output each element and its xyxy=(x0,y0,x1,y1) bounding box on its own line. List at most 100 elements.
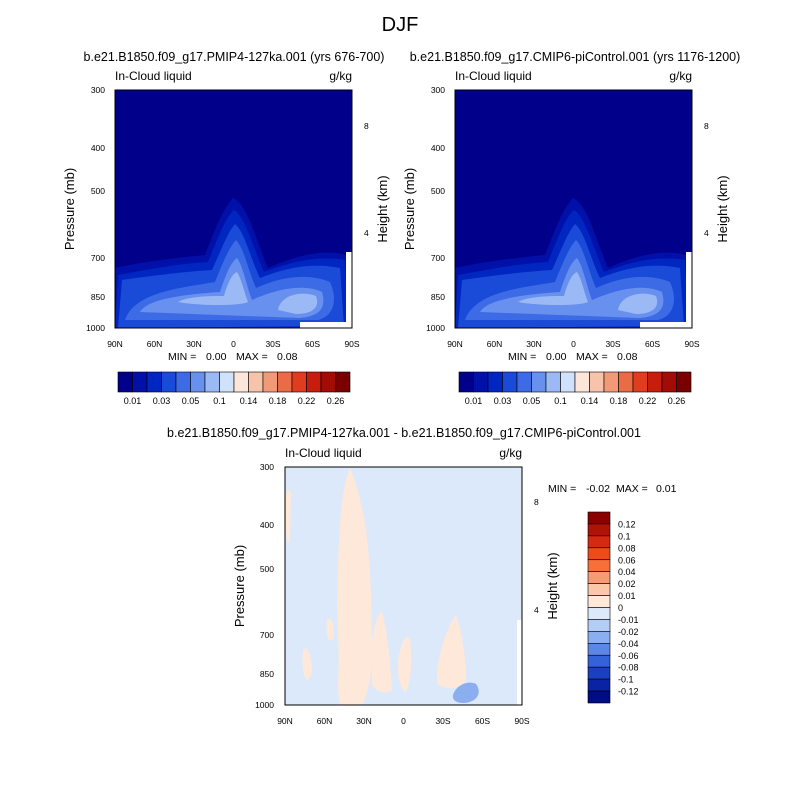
panel-2-colorbar: 0.01 0.03 0.05 0.1 0.14 0.18 0.22 0.26 xyxy=(458,371,692,406)
panel-2-colorbar-swatch xyxy=(589,371,605,393)
panel-2-colorbar-swatch xyxy=(647,371,663,393)
panel-1-plot xyxy=(114,89,353,329)
panel-1-colorbar-label: 0.14 xyxy=(240,396,258,406)
panel-3-colorbar-swatch xyxy=(587,607,611,620)
panel-1-x-tick-label: 60S xyxy=(305,339,320,349)
panel-3-colorbar-swatch xyxy=(587,690,611,704)
panel-3-colorbar-swatch xyxy=(587,583,611,596)
panel-3-colorbar-swatch xyxy=(587,666,611,680)
panel-2-colorbar-swatch xyxy=(487,371,503,393)
panel-3-colorbar-swatch xyxy=(587,631,611,644)
panel-3-colorbar-label: -0.06 xyxy=(618,651,639,661)
panel-2-axes: 90N 60N 30N 0 30S 60S 90S 300 400 500 70… xyxy=(426,85,709,349)
panel-2-min-value: 0.00 xyxy=(546,351,567,363)
panel-1-colorbar-swatch xyxy=(248,371,264,393)
panel-1-colorbar-swatch xyxy=(204,371,220,393)
panel-3-x-tick-label: 0 xyxy=(401,716,406,726)
panel-1-y-tick-label: 400 xyxy=(91,143,105,153)
panel-3-title: b.e21.B1850.f09_g17.PMIP4-127ka.001 - b.… xyxy=(167,426,641,440)
panel-1-y-tick-label: 300 xyxy=(91,85,105,95)
panel-3-min-value: -0.02 xyxy=(586,483,610,495)
panel-1-colorbar-label: 0.01 xyxy=(124,396,142,406)
panel-2-title: b.e21.B1850.f09_g17.CMIP6-piControl.001 … xyxy=(410,50,741,64)
panel-2-colorbar-swatch xyxy=(502,371,518,393)
panel-2-colorbar-swatch xyxy=(458,371,474,393)
panel-1-stats: MIN = 0.00 MAX = 0.08 xyxy=(168,351,298,363)
panel-3-ylabel: Pressure (mb) xyxy=(232,545,247,627)
panel-3: b.e21.B1850.f09_g17.PMIP4-127ka.001 - b.… xyxy=(167,426,677,726)
panel-1-colorbar-swatch xyxy=(175,371,191,393)
panel-1-y-tick-label: 700 xyxy=(91,253,105,263)
panel-3-min-label: MIN = xyxy=(548,483,576,495)
panel-2-x-tick-label: 90S xyxy=(684,339,699,349)
panel-2-stats: MIN = 0.00 MAX = 0.08 xyxy=(508,351,638,363)
panel-2-colorbar-swatch xyxy=(574,371,590,393)
panel-3-y-right-tick-label: 4 xyxy=(534,605,539,615)
panel-1-colorbar-label: 0.22 xyxy=(298,396,316,406)
panel-1-ylabel: Pressure (mb) xyxy=(62,168,77,250)
panel-3-colorbar-swatch xyxy=(587,511,611,525)
panel-3-colorbar-swatch xyxy=(587,571,611,584)
panel-3-colorbar-label: 0.08 xyxy=(618,543,636,553)
panel-2-y-right-tick-label: 4 xyxy=(704,228,709,238)
panel-3-y-right-tick-label: 8 xyxy=(534,497,539,507)
panel-1-x-tick-label: 60N xyxy=(147,339,163,349)
panel-3-colorbar-swatch xyxy=(587,523,611,537)
panel-3-colorbar-label: 0.01 xyxy=(618,591,636,601)
panel-2-max-label: MAX = xyxy=(576,351,608,363)
panel-2-x-tick-label: 60S xyxy=(645,339,660,349)
panel-2-x-tick-label: 0 xyxy=(571,339,576,349)
panel-1-left-label: In-Cloud liquid xyxy=(115,69,192,83)
panel-3-colorbar-label: 0.02 xyxy=(618,579,636,589)
panel-2-x-tick-label: 30S xyxy=(605,339,620,349)
panel-3-max-value: 0.01 xyxy=(656,483,677,495)
panel-1-colorbar-swatch xyxy=(190,371,206,393)
panel-3-y-tick-label: 850 xyxy=(260,669,274,679)
panel-1-min-value: 0.00 xyxy=(206,351,227,363)
panel-1-ylabel-right: Height (km) xyxy=(375,175,390,242)
panel-3-colorbar-label: -0.04 xyxy=(618,639,639,649)
panel-2-colorbar-swatch xyxy=(676,371,692,393)
panel-1-y-right-tick-label: 4 xyxy=(364,228,369,238)
panel-1-colorbar-swatch xyxy=(117,371,133,393)
panel-2-y-tick-label: 400 xyxy=(431,143,445,153)
panel-3-axes: 90N 60N 30N 0 30S 60S 90S 300 400 500 70… xyxy=(255,462,539,726)
panel-3-colorbar-label: 0.1 xyxy=(618,531,631,541)
panel-2-y-right-tick-label: 8 xyxy=(704,121,709,131)
panel-3-x-tick-label: 60S xyxy=(475,716,490,726)
panel-1-colorbar-swatch xyxy=(146,371,162,393)
panel-2-y-tick-label: 850 xyxy=(431,292,445,302)
panel-3-colorbar-label: -0.01 xyxy=(618,615,639,625)
panel-3-colorbar-swatch xyxy=(587,595,611,608)
panel-3-colorbar-swatch xyxy=(587,678,611,692)
panel-1-y-tick-label: 500 xyxy=(91,186,105,196)
panel-2-colorbar-label: 0.14 xyxy=(581,396,599,406)
panel-3-plot xyxy=(284,466,523,706)
panel-3-y-tick-label: 300 xyxy=(260,462,274,472)
panel-2-colorbar-label: 0.26 xyxy=(668,396,686,406)
panel-3-x-tick-label: 90N xyxy=(277,716,293,726)
panel-2-colorbar-label: 0.1 xyxy=(554,396,567,406)
panel-2-ylabel-right: Height (km) xyxy=(715,175,730,242)
panel-1-y-tick-label: 850 xyxy=(91,292,105,302)
panel-3-colorbar-label: -0.12 xyxy=(618,687,639,697)
panel-3-left-label: In-Cloud liquid xyxy=(285,446,362,460)
panel-3-colorbar-label: -0.1 xyxy=(618,675,634,685)
panel-1-min-label: MIN = xyxy=(168,351,196,363)
panel-3-x-tick-label: 90S xyxy=(514,716,529,726)
panel-2-colorbar-swatch xyxy=(473,371,489,393)
panel-1-colorbar-label: 0.18 xyxy=(269,396,287,406)
figure-title: DJF xyxy=(382,14,419,36)
panel-2-colorbar-label: 0.18 xyxy=(610,396,628,406)
panel-2-max-value: 0.08 xyxy=(617,351,638,363)
panel-3-colorbar-swatch xyxy=(587,643,611,656)
panel-1-max-label: MAX = xyxy=(236,351,268,363)
panel-3-y-tick-label: 1000 xyxy=(255,700,274,710)
panel-1-max-value: 0.08 xyxy=(277,351,298,363)
panel-1-colorbar-swatch xyxy=(233,371,249,393)
panel-2-colorbar-swatch xyxy=(618,371,634,393)
panel-2-colorbar-swatch xyxy=(661,371,677,393)
panel-2-colorbar-label: 0.22 xyxy=(639,396,657,406)
panel-1-x-tick-label: 90N xyxy=(107,339,123,349)
